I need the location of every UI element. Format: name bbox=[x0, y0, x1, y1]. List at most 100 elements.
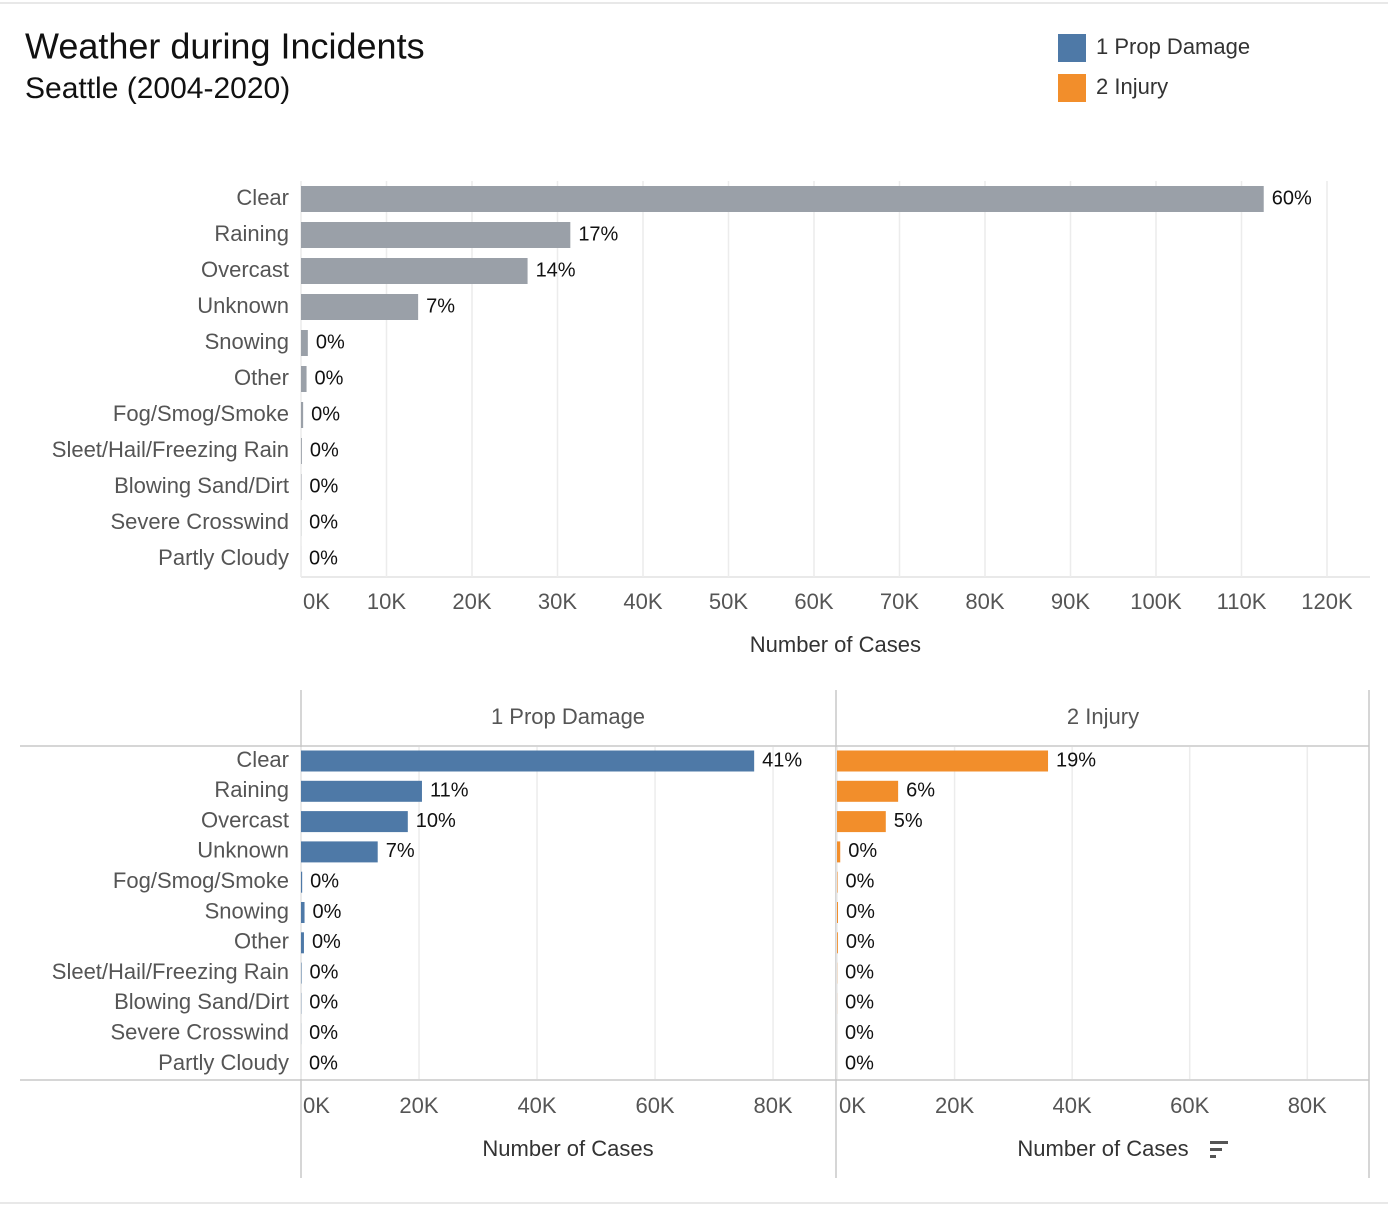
bar bbox=[301, 186, 1264, 212]
bar bbox=[301, 902, 305, 923]
bar bbox=[301, 258, 528, 284]
bar-label: 60% bbox=[1272, 187, 1312, 209]
bar-label: 0% bbox=[845, 1052, 874, 1074]
category-label: Other bbox=[234, 365, 289, 390]
bar-label: 41% bbox=[762, 749, 802, 771]
bar bbox=[301, 330, 308, 356]
bar bbox=[301, 402, 304, 428]
category-label: Severe Crosswind bbox=[110, 509, 289, 534]
category-label: Sleet/Hail/Freezing Rain bbox=[52, 959, 289, 984]
category-label: Blowing Sand/Dirt bbox=[114, 989, 289, 1014]
panel-header: 1 Prop Damage bbox=[491, 704, 645, 729]
bar bbox=[301, 366, 307, 392]
bar bbox=[301, 780, 422, 802]
x-tick-label: 110K bbox=[1217, 589, 1267, 614]
x-tick-label: 20K bbox=[935, 1093, 974, 1118]
sort-icon[interactable] bbox=[1210, 1141, 1228, 1158]
bar bbox=[301, 811, 408, 833]
category-label: Sleet/Hail/Freezing Rain bbox=[52, 437, 289, 462]
bar-label: 0% bbox=[315, 367, 344, 389]
bar-label: 0% bbox=[309, 511, 338, 533]
x-tick-label: 120K bbox=[1301, 589, 1353, 614]
legend-label: 2 Injury bbox=[1096, 74, 1168, 99]
category-label: Snowing bbox=[205, 329, 289, 354]
x-tick-label: 80K bbox=[1288, 1093, 1327, 1118]
category-label: Blowing Sand/Dirt bbox=[114, 473, 289, 498]
category-label: Clear bbox=[236, 185, 289, 210]
bar-label: 0% bbox=[312, 931, 341, 953]
x-tick-label: 0K bbox=[839, 1093, 866, 1118]
bar-label: 11% bbox=[430, 780, 469, 802]
x-tick-label: 30K bbox=[538, 589, 577, 614]
sort-bar bbox=[1210, 1155, 1216, 1158]
bar bbox=[837, 811, 886, 833]
bar-label: 6% bbox=[906, 780, 935, 802]
bar bbox=[301, 871, 303, 893]
bar bbox=[301, 841, 378, 863]
bar-label: 0% bbox=[848, 840, 877, 862]
sort-bar bbox=[1210, 1141, 1228, 1144]
bar-label: 0% bbox=[309, 992, 338, 1014]
x-tick-label: 40K bbox=[517, 1093, 556, 1118]
bar-label: 0% bbox=[316, 331, 345, 353]
category-label: Unknown bbox=[197, 838, 289, 863]
x-tick-label: 80K bbox=[753, 1093, 792, 1118]
bar-label: 0% bbox=[845, 992, 874, 1014]
bar bbox=[301, 222, 571, 248]
bar-label: 10% bbox=[416, 810, 456, 832]
x-axis-title: Number of Cases bbox=[482, 1136, 653, 1161]
x-tick-label: 20K bbox=[399, 1093, 438, 1118]
bar-label: 7% bbox=[386, 840, 415, 862]
bar-label: 7% bbox=[426, 295, 455, 317]
bar-label: 14% bbox=[536, 259, 576, 281]
x-tick-label: 10K bbox=[367, 589, 406, 614]
bar-label: 0% bbox=[311, 403, 340, 425]
bar-label: 0% bbox=[309, 547, 338, 569]
category-label: Raining bbox=[214, 221, 289, 246]
category-label: Other bbox=[234, 929, 289, 954]
panel-header: 2 Injury bbox=[1067, 704, 1139, 729]
x-tick-label: 20K bbox=[452, 589, 491, 614]
x-tick-label: 70K bbox=[880, 589, 919, 614]
title: Weather during Incidents bbox=[25, 26, 425, 67]
bar bbox=[301, 438, 302, 464]
category-label: Clear bbox=[236, 747, 289, 772]
x-tick-label: 80K bbox=[965, 589, 1004, 614]
category-label: Fog/Smog/Smoke bbox=[113, 868, 289, 893]
bar-label: 0% bbox=[846, 870, 875, 892]
bar-label: 0% bbox=[846, 931, 875, 953]
category-label: Overcast bbox=[201, 807, 289, 832]
x-tick-label: 40K bbox=[623, 589, 662, 614]
category-label: Partly Cloudy bbox=[158, 1050, 289, 1075]
bar bbox=[837, 841, 841, 863]
x-tick-label: 0K bbox=[303, 589, 330, 614]
category-label: Fog/Smog/Smoke bbox=[113, 401, 289, 426]
bar bbox=[837, 750, 1049, 772]
bar-label: 0% bbox=[309, 1022, 338, 1044]
sort-bar bbox=[1210, 1148, 1222, 1151]
category-label: Unknown bbox=[197, 293, 289, 318]
bar bbox=[837, 871, 838, 893]
bar-label: 5% bbox=[894, 810, 923, 832]
bar bbox=[301, 750, 755, 772]
x-tick-label: 60K bbox=[1170, 1093, 1209, 1118]
bar-label: 0% bbox=[309, 1052, 338, 1074]
bar bbox=[837, 780, 899, 802]
bar-label: 0% bbox=[845, 961, 874, 983]
x-tick-label: 60K bbox=[635, 1093, 674, 1118]
bar-label: 0% bbox=[309, 961, 338, 983]
bar-label: 0% bbox=[310, 870, 339, 892]
bar-label: 19% bbox=[1056, 749, 1096, 771]
bar bbox=[837, 902, 838, 923]
x-tick-label: 60K bbox=[794, 589, 833, 614]
category-label: Severe Crosswind bbox=[110, 1020, 289, 1045]
bar bbox=[301, 932, 304, 954]
x-tick-label: 100K bbox=[1130, 589, 1182, 614]
bar-label: 0% bbox=[313, 901, 342, 923]
bar-label: 0% bbox=[310, 439, 339, 461]
legend-swatch bbox=[1058, 74, 1086, 102]
bar bbox=[301, 294, 419, 320]
x-tick-label: 50K bbox=[709, 589, 748, 614]
bar-label: 0% bbox=[846, 901, 875, 923]
legend-label: 1 Prop Damage bbox=[1096, 34, 1250, 59]
